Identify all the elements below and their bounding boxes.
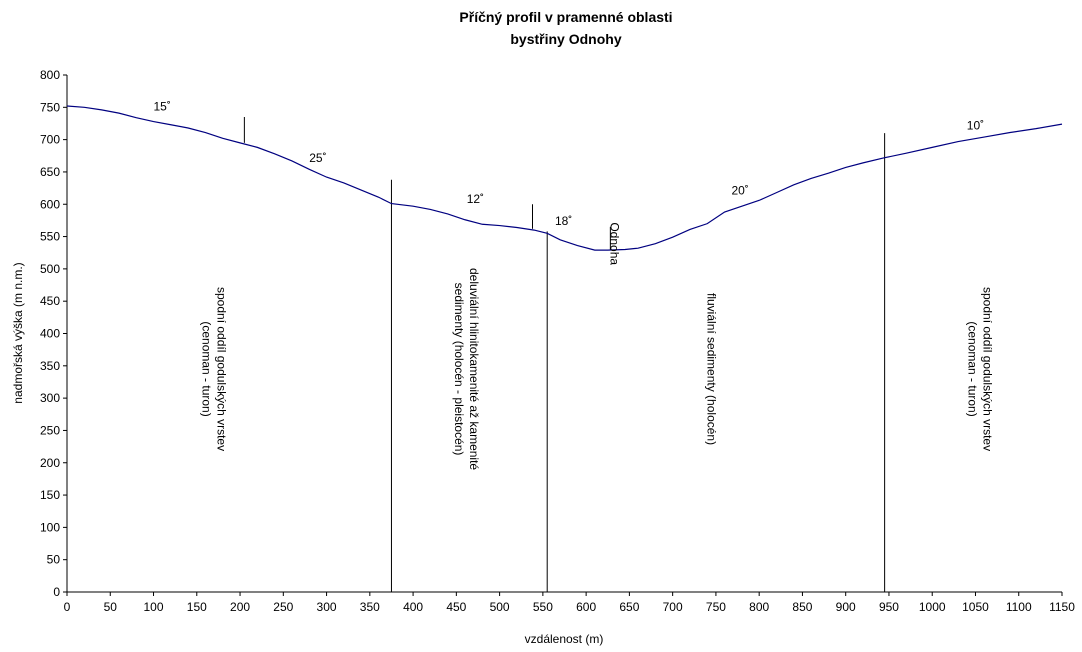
y-tick-label: 750 [40, 100, 60, 114]
chart-title-line-1: Příčný profil v pramenné oblasti [459, 9, 672, 25]
x-tick-label: 1050 [962, 600, 989, 614]
y-tick-label: 200 [40, 456, 60, 470]
x-tick-label: 350 [360, 600, 380, 614]
x-tick-label: 900 [836, 600, 856, 614]
y-tick-label: 350 [40, 359, 60, 373]
slope-angle-label: 18˚ [555, 214, 572, 228]
slope-angle-label: 25˚ [309, 151, 326, 165]
y-tick-label: 650 [40, 165, 60, 179]
y-tick-label: 550 [40, 230, 60, 244]
slope-angle-label: 10˚ [967, 118, 984, 132]
x-axis-label: vzdálenost (m) [525, 632, 604, 646]
y-tick-label: 250 [40, 423, 60, 437]
x-tick-label: 1150 [1049, 600, 1075, 614]
x-tick-label: 200 [230, 600, 250, 614]
slope-angle-label: 20˚ [731, 184, 748, 198]
y-tick-label: 300 [40, 391, 60, 405]
slope-angle-label: 15˚ [154, 100, 171, 114]
x-tick-label: 300 [317, 600, 337, 614]
slope-angle-label: 12˚ [467, 192, 484, 206]
chart-title-line-2: bystřiny Odnohy [510, 31, 621, 47]
y-tick-label: 450 [40, 294, 60, 308]
y-tick-label: 50 [47, 553, 61, 567]
zone-label: spodní oddíl godulských vrstev(cenoman -… [200, 287, 229, 451]
y-axis-label: nadmořská výška (m n.m.) [11, 262, 25, 403]
zone-label-line: fluviální sedimenty (holocén) [705, 293, 719, 445]
x-tick-label: 800 [749, 600, 769, 614]
y-tick-label: 700 [40, 133, 60, 147]
y-tick-label: 100 [40, 520, 60, 534]
x-tick-label: 250 [273, 600, 293, 614]
zone-label: spodní oddíl godulských vrstev(cenoman -… [965, 287, 994, 451]
zone-label-line: spodní oddíl godulských vrstev [980, 287, 994, 451]
x-tick-label: 400 [403, 600, 423, 614]
zone-label: deluviální hlinitokamenité až kamenitése… [452, 268, 481, 470]
profile-series-line [66, 105, 1063, 251]
x-tick-label: 650 [619, 600, 639, 614]
river-name-label: Odnoha [607, 222, 621, 265]
x-tick-label: 0 [64, 600, 71, 614]
x-tick-label: 450 [446, 600, 466, 614]
x-tick-label: 100 [144, 600, 164, 614]
zone-label-line: deluviální hlinitokamenité až kamenité [467, 268, 481, 470]
y-tick-label: 400 [40, 327, 60, 341]
zone-label-line: (cenoman - turon) [200, 321, 214, 416]
x-tick-label: 550 [533, 600, 553, 614]
chart-title: Příčný profil v pramenné oblasti bystřin… [459, 9, 672, 47]
x-tick-label: 750 [706, 600, 726, 614]
x-tick-label: 50 [104, 600, 118, 614]
x-tick-label: 950 [879, 600, 899, 614]
plot-area: 0501001502002503003504004505005506006507… [40, 68, 1075, 614]
zone-label: fluviální sedimenty (holocén) [705, 293, 719, 445]
x-tick-label: 850 [792, 600, 812, 614]
zone-label-line: (cenoman - turon) [965, 321, 979, 416]
x-tick-label: 700 [663, 600, 683, 614]
x-tick-label: 150 [187, 600, 207, 614]
y-tick-label: 800 [40, 68, 60, 82]
x-tick-label: 500 [490, 600, 510, 614]
zone-label-line: sedimenty (holocén - pleistocén) [452, 283, 466, 456]
y-tick-label: 500 [40, 262, 60, 276]
y-tick-label: 600 [40, 197, 60, 211]
x-tick-label: 600 [576, 600, 596, 614]
x-tick-label: 1000 [919, 600, 946, 614]
y-tick-label: 150 [40, 488, 60, 502]
zone-label-line: spodní oddíl godulských vrstev [215, 287, 229, 451]
y-tick-label: 0 [53, 585, 60, 599]
x-tick-label: 1100 [1006, 600, 1032, 614]
